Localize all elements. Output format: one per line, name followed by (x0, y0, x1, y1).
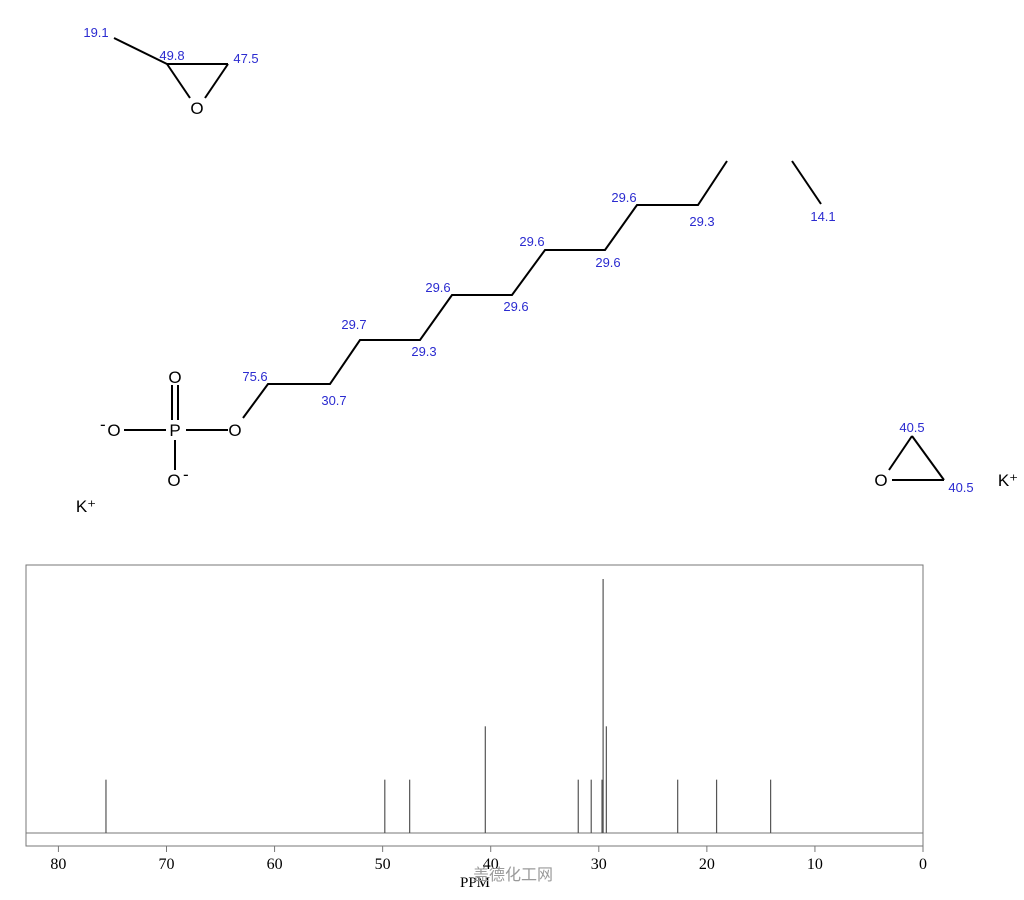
potassium-ion: K⁺ (76, 497, 96, 516)
charge-minus: - (100, 415, 106, 434)
atom-phosphorus: P (169, 421, 180, 440)
propylene-oxide-structure (113, 37, 229, 99)
bond (791, 160, 822, 205)
peak-group (105, 579, 772, 833)
plot-frame (25, 564, 924, 847)
watermark: 盖德化工网 (473, 865, 553, 884)
alkyl-phosphate-structure (124, 160, 822, 470)
x-tick-label: 80 (50, 856, 66, 873)
shift-label: 29.3 (411, 344, 436, 359)
shift-label: 19.1 (83, 25, 108, 40)
shift-label: 30.7 (321, 393, 346, 408)
shift-label: 49.8 (159, 48, 184, 63)
shift-label: 29.6 (519, 234, 544, 249)
x-tick-label: 40 (483, 856, 499, 873)
shift-label: 75.6 (242, 369, 267, 384)
potassium-ion: K⁺ (998, 471, 1018, 490)
atom-oxygen: O (874, 471, 887, 490)
shift-label: 29.6 (611, 190, 636, 205)
shift-label: 29.6 (425, 280, 450, 295)
shift-label: 29.7 (341, 317, 366, 332)
bond (888, 435, 913, 471)
atom-oxygen: O (190, 99, 203, 118)
shift-label: 40.5 (948, 480, 973, 495)
shift-label: 29.6 (595, 255, 620, 270)
atom-oxygen: O (228, 421, 241, 440)
carbon-chain (242, 160, 728, 419)
bond (166, 63, 191, 99)
charge-minus: - (183, 465, 189, 484)
bond (911, 435, 945, 481)
x-tick-label: 10 (807, 856, 823, 873)
x-tick-label: 70 (158, 856, 174, 873)
x-tick-label: 0 (919, 856, 927, 873)
x-axis: 80 70 60 50 40 30 20 10 0 (50, 846, 927, 873)
atom-oxygen: O (107, 421, 120, 440)
ethylene-oxide-structure (888, 435, 945, 481)
shift-label: 47.5 (233, 51, 258, 66)
bond (204, 63, 229, 99)
x-tick-label: 50 (375, 856, 391, 873)
x-tick-label: 30 (591, 856, 607, 873)
x-tick-label: 60 (267, 856, 283, 873)
x-tick-label: 20 (699, 856, 715, 873)
bond (113, 37, 168, 65)
x-axis-title: PPM (460, 875, 490, 891)
shift-label: 29.6 (503, 299, 528, 314)
shift-label: 29.3 (689, 214, 714, 229)
shift-label: 40.5 (899, 420, 924, 435)
atom-oxygen: O (168, 368, 181, 387)
atom-oxygen: O (167, 471, 180, 490)
shift-label: 14.1 (810, 209, 835, 224)
